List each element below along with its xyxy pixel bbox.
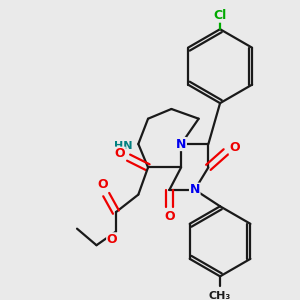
Text: O: O <box>164 209 175 223</box>
Text: O: O <box>229 141 240 154</box>
Text: N: N <box>190 183 200 196</box>
Text: N: N <box>176 137 186 151</box>
Text: O: O <box>97 178 108 191</box>
Text: CH₃: CH₃ <box>209 291 231 300</box>
Text: O: O <box>107 233 117 246</box>
Text: Cl: Cl <box>213 9 227 22</box>
Text: O: O <box>115 147 125 160</box>
Text: HN: HN <box>114 141 133 151</box>
